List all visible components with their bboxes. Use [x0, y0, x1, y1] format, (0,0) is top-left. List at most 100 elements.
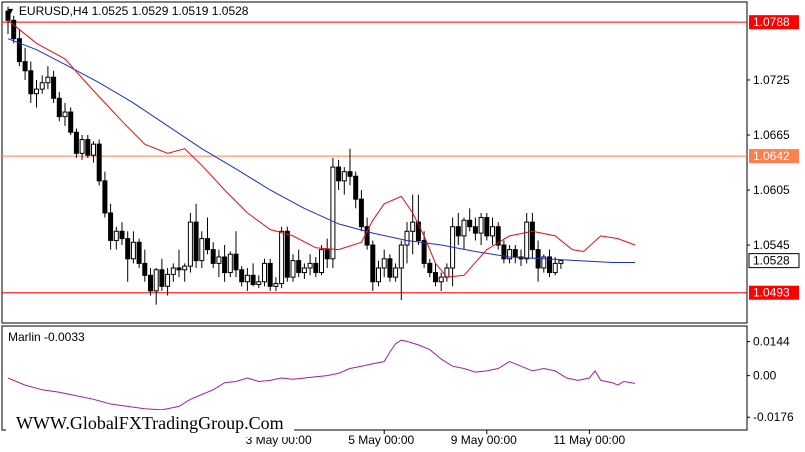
collapse-triangle-icon[interactable]: ▼: [6, 6, 15, 16]
candle[interactable]: [347, 148, 353, 186]
candle-body: [558, 260, 564, 264]
candle[interactable]: [541, 254, 547, 273]
candle[interactable]: [193, 203, 199, 268]
candle[interactable]: [239, 266, 245, 287]
candle[interactable]: [91, 141, 96, 163]
candle[interactable]: [421, 231, 427, 268]
candle[interactable]: [159, 258, 165, 291]
candle[interactable]: [490, 217, 495, 246]
candle[interactable]: [484, 212, 490, 241]
candle[interactable]: [153, 267, 159, 305]
candle[interactable]: [524, 212, 530, 264]
candle-body: [427, 262, 433, 274]
candle[interactable]: [216, 249, 222, 278]
candle[interactable]: [376, 260, 381, 287]
candle[interactable]: [410, 194, 416, 255]
candle[interactable]: [113, 226, 119, 250]
candle[interactable]: [507, 245, 513, 264]
candle[interactable]: [358, 190, 364, 232]
candle[interactable]: [273, 277, 279, 291]
candle[interactable]: [501, 240, 507, 264]
candle[interactable]: [125, 231, 131, 282]
candle[interactable]: [227, 251, 233, 278]
candle[interactable]: [108, 203, 114, 250]
candle[interactable]: [290, 254, 296, 282]
candle-body: [387, 258, 393, 278]
candle[interactable]: [73, 128, 79, 158]
candle[interactable]: [341, 167, 347, 195]
candle[interactable]: [222, 245, 228, 282]
candle[interactable]: [307, 254, 313, 276]
candle[interactable]: [62, 102, 68, 126]
candle[interactable]: [461, 217, 467, 250]
candle[interactable]: [56, 91, 62, 122]
candle[interactable]: [393, 263, 399, 282]
candle[interactable]: [79, 134, 85, 160]
candle[interactable]: [136, 238, 142, 268]
candle[interactable]: [205, 217, 210, 255]
candle[interactable]: [284, 226, 290, 282]
candle-body: [187, 221, 193, 267]
candle[interactable]: [404, 222, 410, 264]
candle[interactable]: [11, 15, 17, 44]
candle[interactable]: [119, 222, 125, 246]
candle[interactable]: [51, 70, 57, 103]
candle[interactable]: [552, 256, 558, 276]
candle[interactable]: [45, 66, 51, 90]
candle[interactable]: [330, 157, 336, 268]
candle[interactable]: [256, 275, 262, 289]
candle[interactable]: [467, 208, 473, 232]
candle[interactable]: [438, 272, 444, 291]
candle[interactable]: [39, 75, 45, 94]
candle[interactable]: [148, 267, 153, 296]
candle[interactable]: [28, 61, 34, 103]
candle[interactable]: [433, 263, 438, 287]
candle[interactable]: [102, 171, 108, 218]
candle-body: [170, 267, 176, 275]
candle-body: [524, 221, 530, 260]
candle[interactable]: [262, 258, 267, 287]
candle[interactable]: [165, 267, 171, 296]
candle[interactable]: [96, 139, 102, 186]
candle[interactable]: [170, 263, 176, 282]
candle[interactable]: [558, 259, 564, 269]
candle[interactable]: [130, 231, 136, 264]
candle[interactable]: [370, 240, 376, 291]
candle[interactable]: [250, 263, 256, 287]
candle[interactable]: [313, 256, 319, 278]
candle[interactable]: [381, 249, 387, 278]
candle-body: [256, 281, 262, 285]
candle[interactable]: [22, 47, 28, 80]
candle[interactable]: [353, 171, 359, 209]
candle[interactable]: [427, 258, 433, 278]
candle[interactable]: [415, 194, 421, 246]
candle[interactable]: [244, 267, 250, 291]
candle[interactable]: [142, 249, 148, 282]
candle[interactable]: [398, 240, 404, 301]
candle[interactable]: [199, 231, 205, 268]
candle[interactable]: [547, 249, 552, 278]
candle[interactable]: [85, 134, 91, 158]
candle[interactable]: [267, 258, 273, 291]
candle[interactable]: [68, 107, 74, 135]
candle[interactable]: [182, 263, 188, 282]
candle[interactable]: [16, 29, 22, 67]
candle[interactable]: [176, 249, 182, 278]
candle[interactable]: [336, 159, 342, 191]
candle[interactable]: [478, 212, 484, 246]
candle[interactable]: [455, 212, 461, 246]
candle[interactable]: [324, 238, 330, 268]
candle[interactable]: [233, 231, 239, 278]
candle[interactable]: [387, 254, 393, 282]
candle[interactable]: [279, 226, 285, 289]
candle[interactable]: [187, 212, 193, 273]
candle[interactable]: [34, 79, 39, 108]
candle[interactable]: [296, 249, 302, 278]
candle[interactable]: [319, 245, 324, 276]
candle[interactable]: [472, 217, 478, 241]
candle[interactable]: [495, 222, 501, 250]
candle[interactable]: [210, 242, 216, 268]
candle[interactable]: [301, 263, 307, 279]
candle[interactable]: [529, 212, 535, 259]
